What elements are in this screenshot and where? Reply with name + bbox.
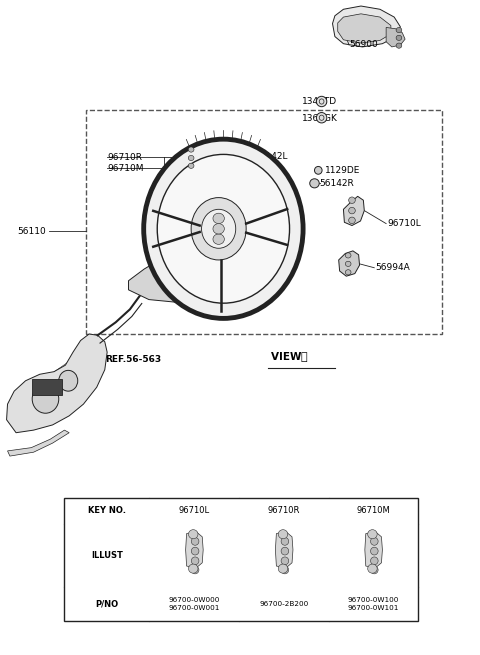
Ellipse shape: [188, 147, 194, 152]
Ellipse shape: [188, 155, 194, 160]
Text: 1129DE: 1129DE: [325, 166, 361, 175]
Ellipse shape: [192, 538, 199, 545]
Polygon shape: [7, 334, 107, 433]
Ellipse shape: [188, 163, 194, 168]
Text: 56142R: 56142R: [320, 179, 354, 188]
Text: 56142L: 56142L: [254, 151, 288, 160]
Text: VIEW: VIEW: [271, 352, 305, 362]
Polygon shape: [339, 251, 360, 276]
Ellipse shape: [316, 96, 327, 107]
Text: 96700-0W000
96700-0W001: 96700-0W000 96700-0W001: [168, 597, 220, 611]
Ellipse shape: [348, 197, 355, 204]
Ellipse shape: [371, 538, 378, 545]
Text: 56991C: 56991C: [245, 217, 280, 225]
Text: P/NO: P/NO: [96, 599, 119, 608]
Text: 96710R: 96710R: [107, 153, 142, 162]
Text: 56900: 56900: [349, 41, 378, 50]
Ellipse shape: [345, 261, 351, 267]
Ellipse shape: [314, 166, 322, 174]
Text: 1360GK: 1360GK: [301, 114, 337, 123]
Ellipse shape: [192, 547, 199, 555]
Ellipse shape: [396, 43, 402, 48]
Ellipse shape: [348, 208, 355, 214]
Bar: [86, 110, 442, 334]
Polygon shape: [129, 253, 249, 303]
Ellipse shape: [345, 270, 351, 275]
Ellipse shape: [226, 181, 233, 189]
Bar: [64, 498, 418, 621]
Ellipse shape: [345, 253, 351, 258]
Ellipse shape: [368, 530, 377, 539]
Ellipse shape: [144, 139, 303, 318]
Text: 96710M: 96710M: [107, 164, 144, 173]
Polygon shape: [338, 14, 391, 43]
Ellipse shape: [32, 384, 59, 413]
Polygon shape: [276, 532, 293, 568]
Ellipse shape: [243, 144, 253, 155]
Ellipse shape: [310, 179, 319, 188]
Text: 1346TD: 1346TD: [301, 97, 337, 106]
Ellipse shape: [371, 557, 378, 565]
Ellipse shape: [192, 557, 199, 565]
Ellipse shape: [281, 557, 288, 565]
Text: 96710R: 96710R: [268, 506, 300, 515]
Text: Ⓐ: Ⓐ: [300, 352, 307, 362]
Polygon shape: [333, 6, 400, 47]
Polygon shape: [365, 532, 383, 568]
Polygon shape: [186, 532, 203, 568]
Ellipse shape: [191, 198, 246, 260]
Text: ILLUST: ILLUST: [91, 551, 123, 560]
Ellipse shape: [371, 547, 378, 555]
Ellipse shape: [316, 113, 327, 123]
Ellipse shape: [59, 370, 78, 391]
Ellipse shape: [396, 28, 402, 33]
Polygon shape: [343, 196, 364, 225]
Text: 96710M: 96710M: [357, 506, 390, 515]
Polygon shape: [386, 28, 405, 47]
Text: 96710L: 96710L: [387, 219, 421, 228]
Polygon shape: [180, 147, 203, 168]
Text: KEY NO.: KEY NO.: [88, 506, 126, 515]
Ellipse shape: [396, 35, 402, 41]
Polygon shape: [8, 430, 69, 456]
Text: 96700-0W100
96700-0W101: 96700-0W100 96700-0W101: [348, 597, 399, 611]
Ellipse shape: [278, 530, 288, 539]
Ellipse shape: [281, 538, 288, 545]
Ellipse shape: [192, 566, 199, 574]
Bar: [32, 379, 61, 395]
Text: 1129DB: 1129DB: [214, 181, 250, 191]
Ellipse shape: [281, 547, 288, 555]
Ellipse shape: [368, 564, 377, 573]
Ellipse shape: [213, 234, 224, 244]
Text: 56130C: 56130C: [219, 300, 253, 309]
Ellipse shape: [278, 564, 288, 573]
Text: 96700-2B200: 96700-2B200: [259, 601, 309, 607]
Ellipse shape: [213, 223, 224, 234]
Ellipse shape: [202, 210, 236, 248]
Ellipse shape: [189, 530, 198, 539]
Text: REF.56-563: REF.56-563: [105, 356, 161, 364]
Ellipse shape: [281, 566, 288, 574]
Ellipse shape: [213, 213, 224, 223]
Ellipse shape: [189, 564, 198, 573]
Ellipse shape: [157, 155, 289, 303]
Text: 96710L: 96710L: [179, 506, 210, 515]
Text: 56110: 56110: [17, 227, 46, 236]
Text: 56994A: 56994A: [375, 263, 410, 272]
Ellipse shape: [371, 566, 378, 574]
Ellipse shape: [348, 217, 355, 223]
